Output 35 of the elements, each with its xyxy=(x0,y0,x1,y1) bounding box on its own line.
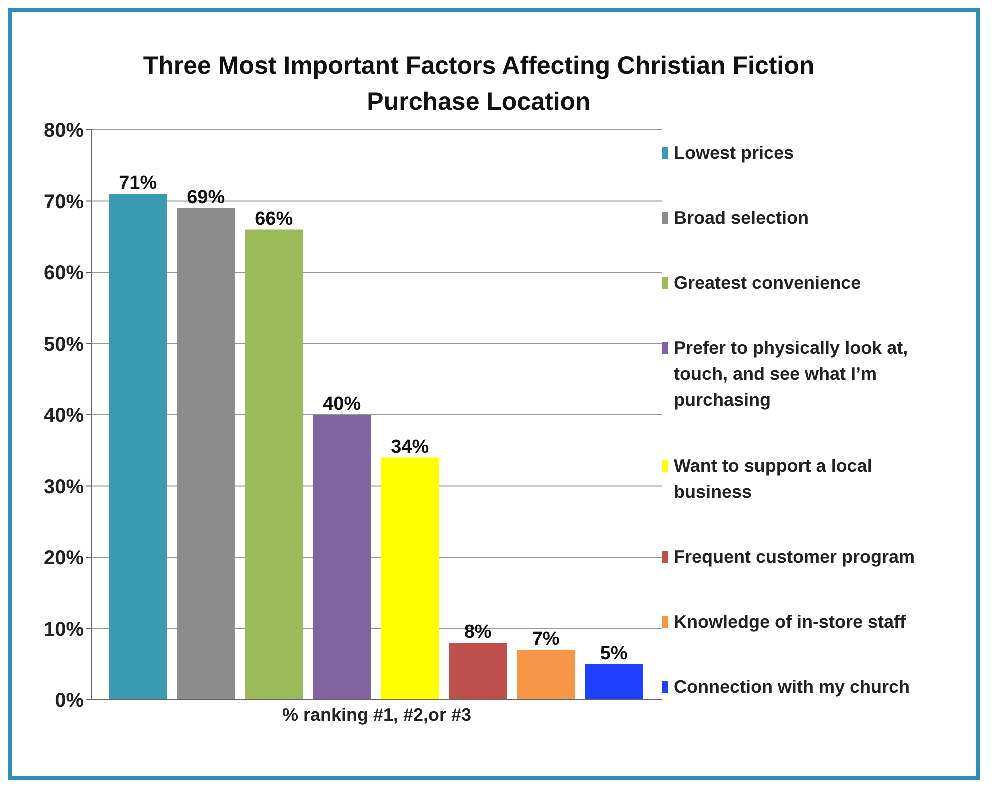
legend-label: Lowest prices xyxy=(674,142,794,165)
legend-label: Connection with my church xyxy=(674,676,910,699)
y-tick-label: 30% xyxy=(44,476,84,498)
chart-title: Three Most Important Factors Affecting Christian Fiction Purchase Location xyxy=(142,51,816,118)
bar xyxy=(585,664,644,700)
data-label: 5% xyxy=(600,643,628,664)
bar xyxy=(381,458,440,700)
y-tick-label: 70% xyxy=(44,191,84,214)
data-label: 34% xyxy=(391,436,430,458)
legend-label: Want to support a local business xyxy=(674,454,874,504)
y-tick-label: 0% xyxy=(55,690,84,712)
data-label: 7% xyxy=(532,629,560,650)
bar xyxy=(245,230,304,700)
y-tick-label: 10% xyxy=(44,618,84,641)
legend-label: Frequent customer program xyxy=(674,546,916,569)
legend-label: Knowledge of in-store staff xyxy=(674,610,906,634)
y-tick-label: 20% xyxy=(44,548,84,570)
bar xyxy=(517,650,576,700)
x-tick-label: % ranking #1, #2,or #3 xyxy=(282,704,472,725)
data-label: 69% xyxy=(187,187,226,208)
bar xyxy=(313,415,372,700)
legend-label: Greatest convenience xyxy=(674,272,862,296)
y-tick-label: 60% xyxy=(44,262,84,285)
y-tick-label: 40% xyxy=(44,405,84,428)
legend-label: Prefer to physically look at, touch, and see what I’m purchasing xyxy=(674,337,910,412)
data-label: 40% xyxy=(323,394,362,415)
y-tick-label: 50% xyxy=(44,334,84,356)
data-label: 66% xyxy=(255,208,294,230)
y-tick-label: 80% xyxy=(44,120,84,142)
bar xyxy=(109,194,168,700)
bar xyxy=(449,643,508,700)
data-label: 8% xyxy=(464,622,492,643)
data-label: 71% xyxy=(119,173,158,194)
bar xyxy=(177,208,236,700)
legend-label: Broad selection xyxy=(674,207,810,230)
